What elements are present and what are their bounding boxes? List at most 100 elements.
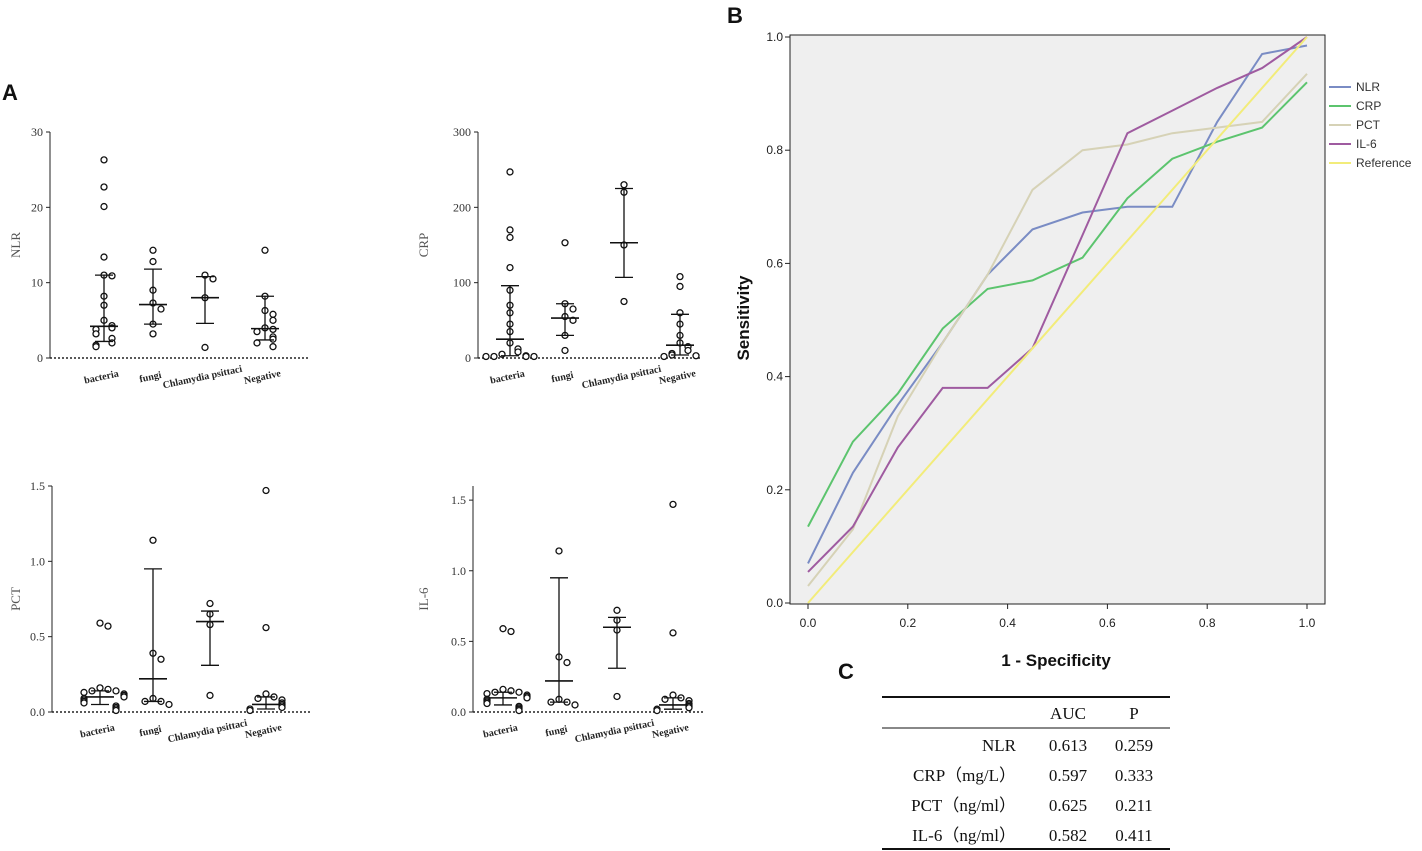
data-point (507, 687, 515, 695)
data-point (269, 316, 277, 324)
category-label: fungi (550, 370, 574, 385)
roc-x-tick-label: 0.6 (1099, 616, 1116, 630)
data-point (620, 297, 628, 306)
category-label: fungi (544, 724, 568, 739)
roc-y-tick-label: 0.0 (766, 596, 783, 610)
roc-y-tick-label: 0.2 (766, 483, 783, 497)
category-label: bacteria (482, 723, 519, 741)
category-label: Chlamydia psittaci (167, 718, 249, 746)
data-point (209, 275, 217, 283)
data-point (676, 282, 684, 291)
data-point (262, 623, 270, 632)
y-tick-label: 300 (453, 125, 471, 139)
category-label: bacteria (83, 369, 120, 387)
data-point (613, 692, 621, 701)
data-point (571, 701, 579, 709)
category-label: Negative (651, 722, 690, 741)
category-label: bacteria (489, 369, 526, 387)
data-point (261, 246, 269, 254)
table-cell-p: 0.411 (1115, 826, 1153, 845)
data-point (561, 346, 569, 355)
data-point (246, 706, 254, 715)
category-label: bacteria (79, 723, 116, 741)
roc-x-tick-label: 0.0 (800, 616, 817, 630)
legend-label: Reference (1356, 156, 1412, 170)
table-row-label: CRP（mg/L） (913, 766, 1016, 785)
legend-label: NLR (1356, 80, 1380, 94)
y-tick-label: 20 (31, 200, 43, 214)
y-axis-label: PCT (8, 587, 23, 611)
y-tick-label: 10 (31, 276, 43, 290)
data-point (514, 348, 522, 356)
data-point (661, 695, 669, 703)
data-point (253, 327, 261, 336)
panel-label-a: A (2, 80, 18, 105)
table-cell-p: 0.333 (1115, 766, 1153, 785)
table-cell-auc: 0.625 (1049, 796, 1087, 815)
data-point (96, 619, 104, 627)
data-point (112, 706, 120, 715)
data-point (262, 486, 270, 495)
panel-label-b: B (727, 3, 743, 28)
il6-dot-plot: 0.0 0.5 1.0 1.5 IL-6 bacteria fungi Chlamydia p… (416, 486, 703, 745)
table-cell-p: 0.211 (1115, 796, 1153, 815)
data-point (620, 181, 628, 189)
roc-x-axis-label: 1 - Specificity (1001, 651, 1111, 670)
data-point (165, 700, 173, 709)
y-tick-label: 0.5 (451, 634, 466, 648)
data-point (100, 183, 108, 191)
y-tick-label: 0.0 (30, 705, 45, 719)
data-point (108, 272, 116, 280)
data-point (506, 233, 514, 242)
y-tick-label: 30 (31, 125, 43, 139)
roc-y-tick-label: 1.0 (766, 30, 783, 44)
category-label: Negative (658, 368, 697, 387)
data-point (253, 339, 261, 347)
legend-label: CRP (1356, 99, 1381, 113)
y-tick-label: 100 (453, 276, 471, 290)
data-point (506, 168, 514, 176)
nlr-dot-plot: 0 10 20 30 NLR bacteria fungi Chlamydia psittac… (8, 125, 310, 391)
data-point (515, 706, 523, 715)
y-axis-label: NLR (8, 232, 23, 258)
data-point (563, 658, 571, 667)
table-cell-p: 0.259 (1115, 736, 1153, 755)
data-point (499, 685, 507, 694)
data-point (522, 352, 530, 361)
roc-series-reference (807, 36, 1308, 604)
legend-label: IL-6 (1356, 137, 1377, 151)
data-point (100, 202, 108, 211)
category-label: Chlamydia psittaci (581, 364, 663, 392)
table-cell-auc: 0.613 (1049, 736, 1087, 755)
roc-y-tick-label: 0.6 (766, 256, 783, 270)
data-point (669, 629, 677, 637)
roc-x-tick-label: 1.0 (1299, 616, 1316, 630)
data-point (112, 687, 120, 695)
roc-y-tick-label: 0.8 (766, 143, 783, 157)
data-point (201, 343, 209, 352)
category-label: Chlamydia psittaci (162, 364, 244, 392)
roc-y-tick-label: 0.4 (766, 370, 783, 384)
data-point (499, 625, 507, 633)
data-point (653, 706, 661, 715)
y-tick-label: 0.0 (451, 705, 466, 719)
data-point (104, 622, 112, 630)
data-point (483, 699, 491, 708)
category-label: fungi (138, 370, 162, 385)
data-point (157, 655, 165, 663)
roc-x-tick-label: 0.4 (999, 616, 1016, 630)
table-cell-auc: 0.582 (1049, 826, 1087, 845)
table-row-label: PCT（ng/ml） (911, 796, 1016, 815)
table-header-p: P (1129, 704, 1138, 723)
data-point (149, 257, 157, 266)
panel-label-c: C (838, 659, 854, 684)
roc-legend: NLR CRP PCT IL-6 Reference (1329, 80, 1412, 170)
table-header-auc: AUC (1050, 704, 1086, 723)
data-point (684, 346, 692, 355)
data-point (669, 691, 677, 699)
roc-series-crp (807, 81, 1308, 528)
data-point (149, 330, 157, 338)
roc-series-nlr (807, 44, 1308, 564)
y-tick-label: 1.5 (30, 479, 45, 493)
data-point (96, 684, 104, 692)
